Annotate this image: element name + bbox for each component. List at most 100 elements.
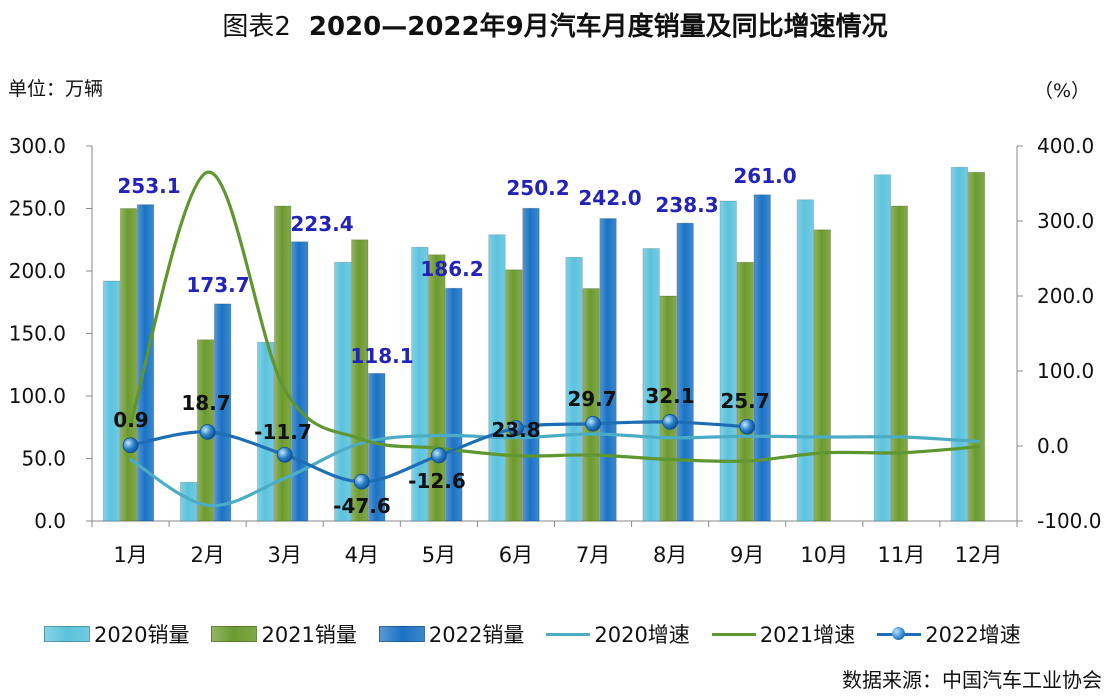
- legend-bar-swatch: [211, 626, 258, 642]
- bar-2021-sales: [813, 229, 831, 522]
- legend-item: 2021增速: [711, 619, 856, 649]
- legend-line-swatch: [711, 632, 756, 636]
- bar-value-label-2022: 242.0: [578, 186, 641, 210]
- right-tick-label: 400.0: [1037, 134, 1094, 158]
- growth-value-label-2022: 18.7: [181, 391, 230, 415]
- left-axis-unit: 单位：万辆: [8, 78, 104, 100]
- legend-label: 2022销量: [428, 623, 525, 647]
- title-main: 2020—2022年9月汽车月度销量及同比增速情况: [308, 12, 888, 42]
- left-tick-label: 100.0: [9, 384, 66, 408]
- growth-value-label-2022: -47.6: [333, 494, 391, 518]
- legend-label: 2020增速: [594, 623, 690, 647]
- right-tick-label: -100.0: [1037, 509, 1101, 533]
- bar-2022-sales: [599, 218, 617, 522]
- legend-item: 2022增速: [877, 619, 1021, 649]
- marker-2022-growth: [662, 414, 679, 430]
- title-prefix: 图表2: [222, 12, 291, 42]
- bar-2022-sales: [445, 287, 463, 522]
- bar-2022-sales: [753, 194, 771, 522]
- bar-2021-sales: [351, 239, 369, 522]
- bar-2022-sales: [291, 241, 309, 522]
- x-tick-label: 5月: [422, 543, 456, 567]
- marker-2022-growth: [199, 424, 216, 440]
- marker-2022-growth: [585, 415, 601, 432]
- left-tick-label: 0.0: [34, 509, 66, 533]
- source-note: 数据来源：中国汽车工业协会: [842, 668, 1102, 692]
- marker-2022-growth: [739, 418, 756, 435]
- bar-value-label-2022: 261.0: [733, 164, 796, 188]
- left-tick-label: 200.0: [9, 259, 66, 283]
- bar-value-label-2022: 250.2: [506, 176, 569, 200]
- growth-value-label-2022: 0.9: [113, 408, 148, 432]
- bar-2021-sales: [582, 288, 600, 522]
- marker-2022-growth: [276, 446, 293, 463]
- marker-2022-growth: [430, 447, 447, 464]
- left-tick-label: 250.0: [9, 197, 66, 221]
- bar-2020-sales: [950, 166, 969, 522]
- right-tick-label: 200.0: [1037, 284, 1094, 308]
- x-tick-label: 1月: [113, 543, 147, 567]
- x-tick-label: 12月: [955, 543, 1003, 567]
- bar-2022-sales: [213, 303, 232, 522]
- growth-value-label-2022: 32.1: [645, 384, 694, 408]
- bar-2020-sales: [334, 261, 352, 522]
- bar-2020-sales: [642, 248, 660, 522]
- bar-2021-sales: [119, 208, 138, 522]
- left-tick-label: 150.0: [9, 322, 66, 346]
- right-tick-label: 0.0: [1037, 434, 1069, 458]
- legend-item: 2022销量: [378, 619, 525, 649]
- right-tick-label: 300.0: [1037, 209, 1094, 233]
- x-tick-label: 8月: [653, 543, 687, 567]
- growth-value-label-2022: -12.6: [408, 469, 466, 493]
- bar-2021-sales: [890, 205, 909, 522]
- legend-item: 2020销量: [44, 619, 189, 649]
- bar-2020-sales: [102, 280, 121, 522]
- growth-value-label-2022: 23.8: [491, 418, 540, 442]
- legend-line-swatch: [877, 626, 922, 640]
- growth-value-label-2022: -11.7: [254, 420, 312, 444]
- legend: 2020销量 2021销量 2022销量 2020增速 2021增速 2022增速: [44, 619, 1043, 649]
- legend-label: 2022增速: [925, 623, 1021, 647]
- chart-title: 图表2 2020—2022年9月汽车月度销量及同比增速情况: [0, 6, 1110, 43]
- legend-label: 2020销量: [94, 623, 190, 647]
- legend-line-swatch: [546, 632, 591, 636]
- legend-dot-marker: [892, 626, 906, 640]
- x-tick-label: 6月: [499, 543, 533, 567]
- marker-2022-growth: [353, 473, 370, 490]
- legend-bar-swatch: [378, 626, 425, 642]
- bar-value-label-2022: 173.7: [186, 273, 249, 297]
- bar-2020-sales: [719, 200, 737, 522]
- legend-label: 2021销量: [261, 623, 357, 647]
- growth-value-label-2022: 29.7: [567, 387, 616, 411]
- bar-2021-sales: [736, 261, 754, 522]
- x-tick-label: 7月: [576, 543, 610, 567]
- x-tick-label: 2月: [190, 543, 224, 567]
- line-2021-growth: [128, 170, 981, 463]
- x-tick-label: 9月: [730, 543, 764, 567]
- left-tick-label: 300.0: [9, 134, 66, 158]
- bar-2020-sales: [488, 234, 506, 522]
- bar-2021-sales: [967, 171, 986, 522]
- legend-item: 2020增速: [546, 619, 690, 649]
- bar-value-label-2022: 253.1: [117, 174, 180, 198]
- bar-2022-sales: [676, 222, 694, 522]
- x-tick-label: 3月: [268, 543, 302, 567]
- line-2020-growth: [128, 432, 981, 508]
- legend-bar-swatch: [44, 626, 90, 642]
- bar-value-label-2022: 118.1: [350, 344, 413, 368]
- bar-value-label-2022: 238.3: [655, 193, 718, 217]
- bar-2022-sales: [522, 207, 540, 522]
- legend-label: 2021增速: [759, 623, 856, 647]
- x-tick-label: 4月: [345, 543, 379, 567]
- legend-item: 2021销量: [211, 619, 357, 649]
- right-tick-label: 100.0: [1037, 359, 1094, 383]
- bar-2021-sales: [274, 205, 292, 522]
- x-tick-label: 11月: [878, 543, 926, 567]
- bar-2020-sales: [796, 199, 814, 522]
- bar-2022-sales: [368, 372, 386, 522]
- bar-value-label-2022: 186.2: [420, 257, 483, 281]
- right-axis-unit: （%）: [1033, 80, 1090, 102]
- marker-2022-growth: [508, 420, 524, 437]
- bar-2021-sales: [505, 269, 523, 522]
- bar-2021-sales: [659, 295, 677, 522]
